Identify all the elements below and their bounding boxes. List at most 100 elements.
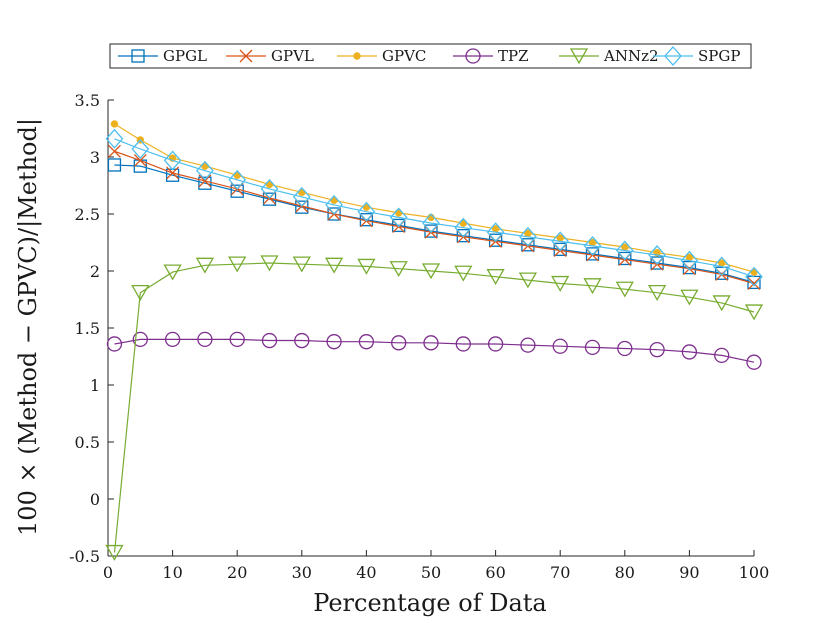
x-tick-label: 20 (227, 563, 247, 582)
x-tick-label: 30 (292, 563, 312, 582)
data-point-tpz (164, 331, 181, 348)
data-point-spgp (745, 266, 763, 287)
data-point-spgp (292, 186, 311, 207)
y-tick-label: 1.5 (75, 319, 100, 338)
y-tick-label: 0 (90, 490, 100, 509)
data-point-gpgl (327, 207, 341, 221)
data-point-annz2 (486, 269, 505, 286)
x-tick-label: 0 (103, 563, 113, 582)
y-tick-label: 2.5 (75, 205, 100, 224)
data-point-tpz (487, 336, 504, 352)
data-point-gpvl (133, 153, 147, 167)
legend-entry-gpvc: GPVC (337, 47, 426, 65)
legend-swatch-marker (239, 49, 253, 63)
data-point-annz2 (357, 258, 376, 275)
data-point-spgp (325, 194, 343, 215)
data-point-spgp (196, 160, 214, 181)
legend-entry-gpgl: GPGL (118, 47, 207, 65)
legend-entry-spgp: SPGP (653, 46, 740, 66)
data-point-tpz (391, 335, 407, 351)
data-point-spgp (228, 169, 247, 190)
x-tick-label: 100 (739, 563, 770, 582)
data-point-tpz (455, 336, 471, 352)
data-point-tpz (617, 340, 633, 357)
legend-label: ANNz2 (603, 47, 659, 65)
data-point-tpz (584, 339, 601, 356)
x-tick-label: 90 (679, 563, 699, 582)
data-point-tpz (261, 332, 278, 349)
series-annz2 (105, 255, 764, 561)
data-point-annz2 (454, 265, 473, 282)
data-point-spgp (105, 128, 124, 149)
data-point-annz2 (551, 275, 570, 292)
data-point-annz2 (131, 285, 150, 301)
series-gpvc (110, 120, 758, 276)
data-point-spgp (389, 207, 408, 228)
legend-label: GPVC (382, 47, 426, 65)
data-point-spgp (163, 150, 182, 171)
x-tick-label: 70 (550, 563, 570, 582)
data-point-spgp (519, 226, 537, 247)
data-point-tpz (197, 331, 213, 348)
data-point-spgp (712, 256, 731, 277)
data-point-spgp (551, 231, 570, 252)
data-point-tpz (326, 334, 342, 350)
data-point-annz2 (228, 256, 247, 273)
series-line-annz2 (113, 262, 755, 553)
legend-swatch-marker (664, 46, 682, 66)
data-point-tpz (552, 338, 568, 354)
legend-swatch-marker (353, 52, 361, 60)
data-point-tpz (423, 335, 439, 351)
x-tick-label: 10 (162, 563, 182, 582)
data-point-annz2 (712, 295, 731, 312)
legend-box (109, 43, 752, 69)
data-point-annz2 (583, 278, 602, 295)
data-point-tpz (520, 337, 536, 353)
data-point-annz2 (421, 263, 441, 280)
data-point-tpz (229, 331, 245, 348)
data-point-spgp (583, 235, 602, 256)
legend-entry-annz2: ANNz2 (559, 47, 659, 65)
legend-entry-gpvl: GPVL (226, 47, 314, 65)
data-point-spgp (260, 178, 279, 199)
data-point-spgp (648, 245, 666, 266)
data-point-gpvl (108, 144, 121, 158)
y-axis-label: 100 × (Method − GPVC)/|Method| (14, 118, 43, 536)
data-point-gpgl (198, 176, 212, 190)
x-tick-label: 60 (485, 563, 505, 582)
data-point-annz2 (615, 281, 634, 298)
legend: GPGL GPVL GPVC TPZ ANNz2 SPGP (109, 43, 752, 69)
data-point-annz2 (389, 261, 408, 278)
x-tick-label: 80 (615, 563, 635, 582)
data-point-annz2 (744, 304, 764, 321)
y-tick-label: 0.5 (75, 433, 100, 452)
data-point-spgp (615, 240, 634, 261)
data-point-spgp (486, 222, 505, 243)
series-layer (105, 120, 764, 561)
data-point-tpz (681, 344, 698, 360)
x-axis-label: Percentage of Data (313, 589, 546, 617)
y-tick-label: 3 (90, 148, 100, 167)
y-tick-label: 2 (90, 262, 100, 281)
data-point-tpz (746, 354, 762, 370)
series-line-tpz (114, 338, 755, 363)
y-tick-label: 3.5 (75, 91, 100, 110)
data-point-tpz (106, 336, 123, 352)
data-point-gpvc (110, 120, 119, 128)
data-point-annz2 (292, 256, 311, 273)
data-point-annz2 (105, 544, 124, 561)
data-point-annz2 (324, 257, 344, 274)
y-tick-label: -0.5 (69, 547, 100, 566)
series-spgp (105, 128, 763, 287)
data-point-annz2 (680, 289, 699, 306)
data-point-annz2 (647, 285, 667, 301)
data-point-gpvl (198, 174, 212, 188)
legend-entry-tpz: TPZ (453, 47, 529, 65)
legend-label: GPGL (163, 47, 207, 65)
series-line-gpgl (114, 164, 755, 283)
series-tpz (106, 331, 762, 370)
data-point-annz2 (195, 257, 215, 274)
x-tick-label: 40 (356, 563, 376, 582)
data-point-annz2 (518, 272, 538, 289)
